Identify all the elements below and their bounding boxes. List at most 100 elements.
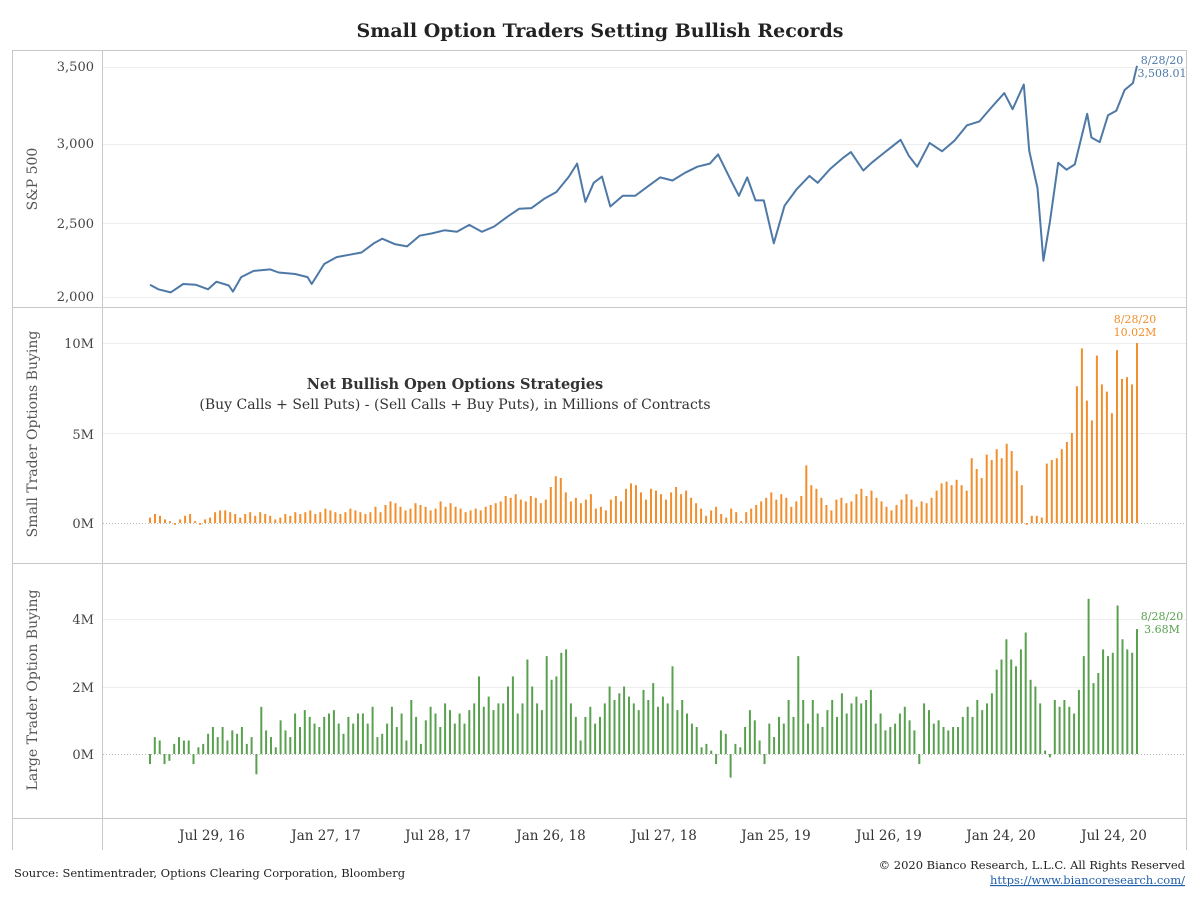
small-trader-bar — [905, 494, 908, 523]
large-trader-bar — [903, 706, 906, 755]
small-trader-bar — [765, 497, 768, 523]
large-trader-bar — [502, 703, 505, 754]
small-trader-bar — [900, 499, 903, 523]
large-trader-bar — [690, 723, 693, 754]
small-trader-bar — [554, 476, 557, 523]
x-tick-label: Jul 26, 19 — [854, 828, 922, 844]
small-trader-bar — [725, 517, 728, 523]
small-trader-bar — [159, 515, 161, 523]
small-trader-bar — [1055, 458, 1058, 523]
small-trader-bar — [1090, 420, 1093, 523]
large-trader-bar — [860, 703, 863, 754]
large-trader-bar — [279, 720, 282, 755]
large-trader-bar — [971, 716, 974, 754]
large-trader-bar — [390, 706, 393, 755]
large-y-tick: 4M — [72, 613, 94, 628]
large-trader-bar — [787, 700, 790, 754]
small-trader-bar — [675, 487, 678, 523]
large-trader-bar — [937, 720, 940, 755]
large-trader-bar — [1068, 706, 1071, 755]
large-trader-bar — [284, 730, 287, 754]
large-trader-bar — [947, 730, 950, 754]
large-trader-bar — [1111, 652, 1114, 755]
small-trader-bar — [609, 499, 612, 523]
large-trader-bar — [323, 716, 326, 754]
large-trader-bar — [850, 703, 853, 754]
large-trader-bar — [1044, 750, 1047, 754]
large-trader-bar — [744, 727, 747, 754]
large-trader-bar — [589, 706, 592, 755]
large-trader-bar — [371, 706, 374, 755]
small-trader-bar — [169, 521, 171, 523]
large-trader-bar — [652, 683, 655, 754]
large-trader-bar — [1039, 703, 1042, 754]
large-trader-bar — [478, 676, 480, 754]
small-trader-bar — [254, 515, 257, 523]
small-trader-bar — [1085, 400, 1088, 523]
large-trader-bar — [632, 703, 635, 754]
x-tick-label: Jul 29, 16 — [177, 828, 245, 844]
small-y-ticks: 0M 5M 10M — [64, 337, 94, 532]
large-trader-bar — [202, 743, 205, 754]
large-trader-bar — [608, 686, 611, 754]
small-trader-bar — [1121, 379, 1123, 523]
small-trader-bar — [194, 521, 197, 523]
small-trader-bar — [885, 506, 888, 523]
large-trader-bar — [1053, 700, 1056, 754]
large-trader-bar — [497, 703, 500, 754]
large-trader-bar — [957, 727, 959, 754]
small-trader-bar — [464, 512, 467, 523]
small-trader-bar — [870, 490, 873, 523]
small-trader-bar — [785, 497, 788, 523]
large-trader-bar — [753, 720, 756, 755]
large-trader-bar — [158, 740, 161, 754]
website-link[interactable]: https://www.biancoresearch.com/ — [990, 873, 1185, 887]
large-trader-bar — [560, 652, 563, 755]
small-trader-bar — [665, 499, 667, 523]
large-trader-bar — [366, 723, 369, 754]
large-trader-bar — [182, 740, 185, 754]
small-trader-bar — [469, 510, 472, 523]
small-trader-bar — [960, 485, 963, 523]
large-trader-bar — [748, 710, 751, 754]
small-trader-bar — [640, 492, 642, 523]
large-trader-bar — [444, 703, 447, 754]
small-trader-bar — [394, 503, 397, 523]
large-trader-bar — [932, 723, 935, 754]
small-trader-bar — [424, 506, 427, 523]
small-trader-bar — [224, 510, 227, 523]
large-trader-bar — [453, 723, 456, 754]
sp500-y-tick: 2,500 — [57, 217, 94, 232]
sp500-end-date: 8/28/20 — [1141, 54, 1183, 67]
x-axis-ticks: Jul 29, 16 Jan 27, 17 Jul 28, 17 Jan 26,… — [177, 828, 1147, 844]
large-trader-bar — [1024, 632, 1027, 754]
small-trader-bar — [660, 494, 662, 523]
small-trader-bar — [850, 501, 853, 523]
small-trader-bar — [1045, 463, 1048, 523]
small-trader-bar — [650, 488, 652, 523]
large-trader-bar — [763, 754, 766, 765]
large-trader-bar — [511, 676, 514, 754]
large-trader-bar — [458, 713, 461, 754]
large-trader-bar — [1005, 639, 1008, 755]
small-trader-bar — [414, 503, 417, 523]
small-trader-bar — [174, 523, 177, 525]
small-trader-bar — [1025, 523, 1028, 525]
large-trader-bar — [419, 743, 422, 754]
large-trader-bar — [381, 733, 384, 755]
large-trader-bar — [226, 740, 229, 754]
large-trader-bar — [347, 716, 350, 754]
small-trader-bar — [845, 503, 848, 523]
small-trader-bar — [354, 510, 357, 523]
small-trader-bar — [539, 503, 542, 523]
large-trader-bar — [889, 727, 892, 754]
large-trader-bar — [415, 716, 418, 754]
large-trader-bar — [236, 733, 239, 755]
small-trader-bar — [830, 510, 833, 523]
large-trader-bar — [221, 727, 224, 754]
small-trader-bar — [940, 483, 943, 523]
large-trader-bar — [207, 733, 210, 755]
small-trader-bar — [920, 501, 923, 523]
large-trader-bar — [923, 703, 926, 754]
